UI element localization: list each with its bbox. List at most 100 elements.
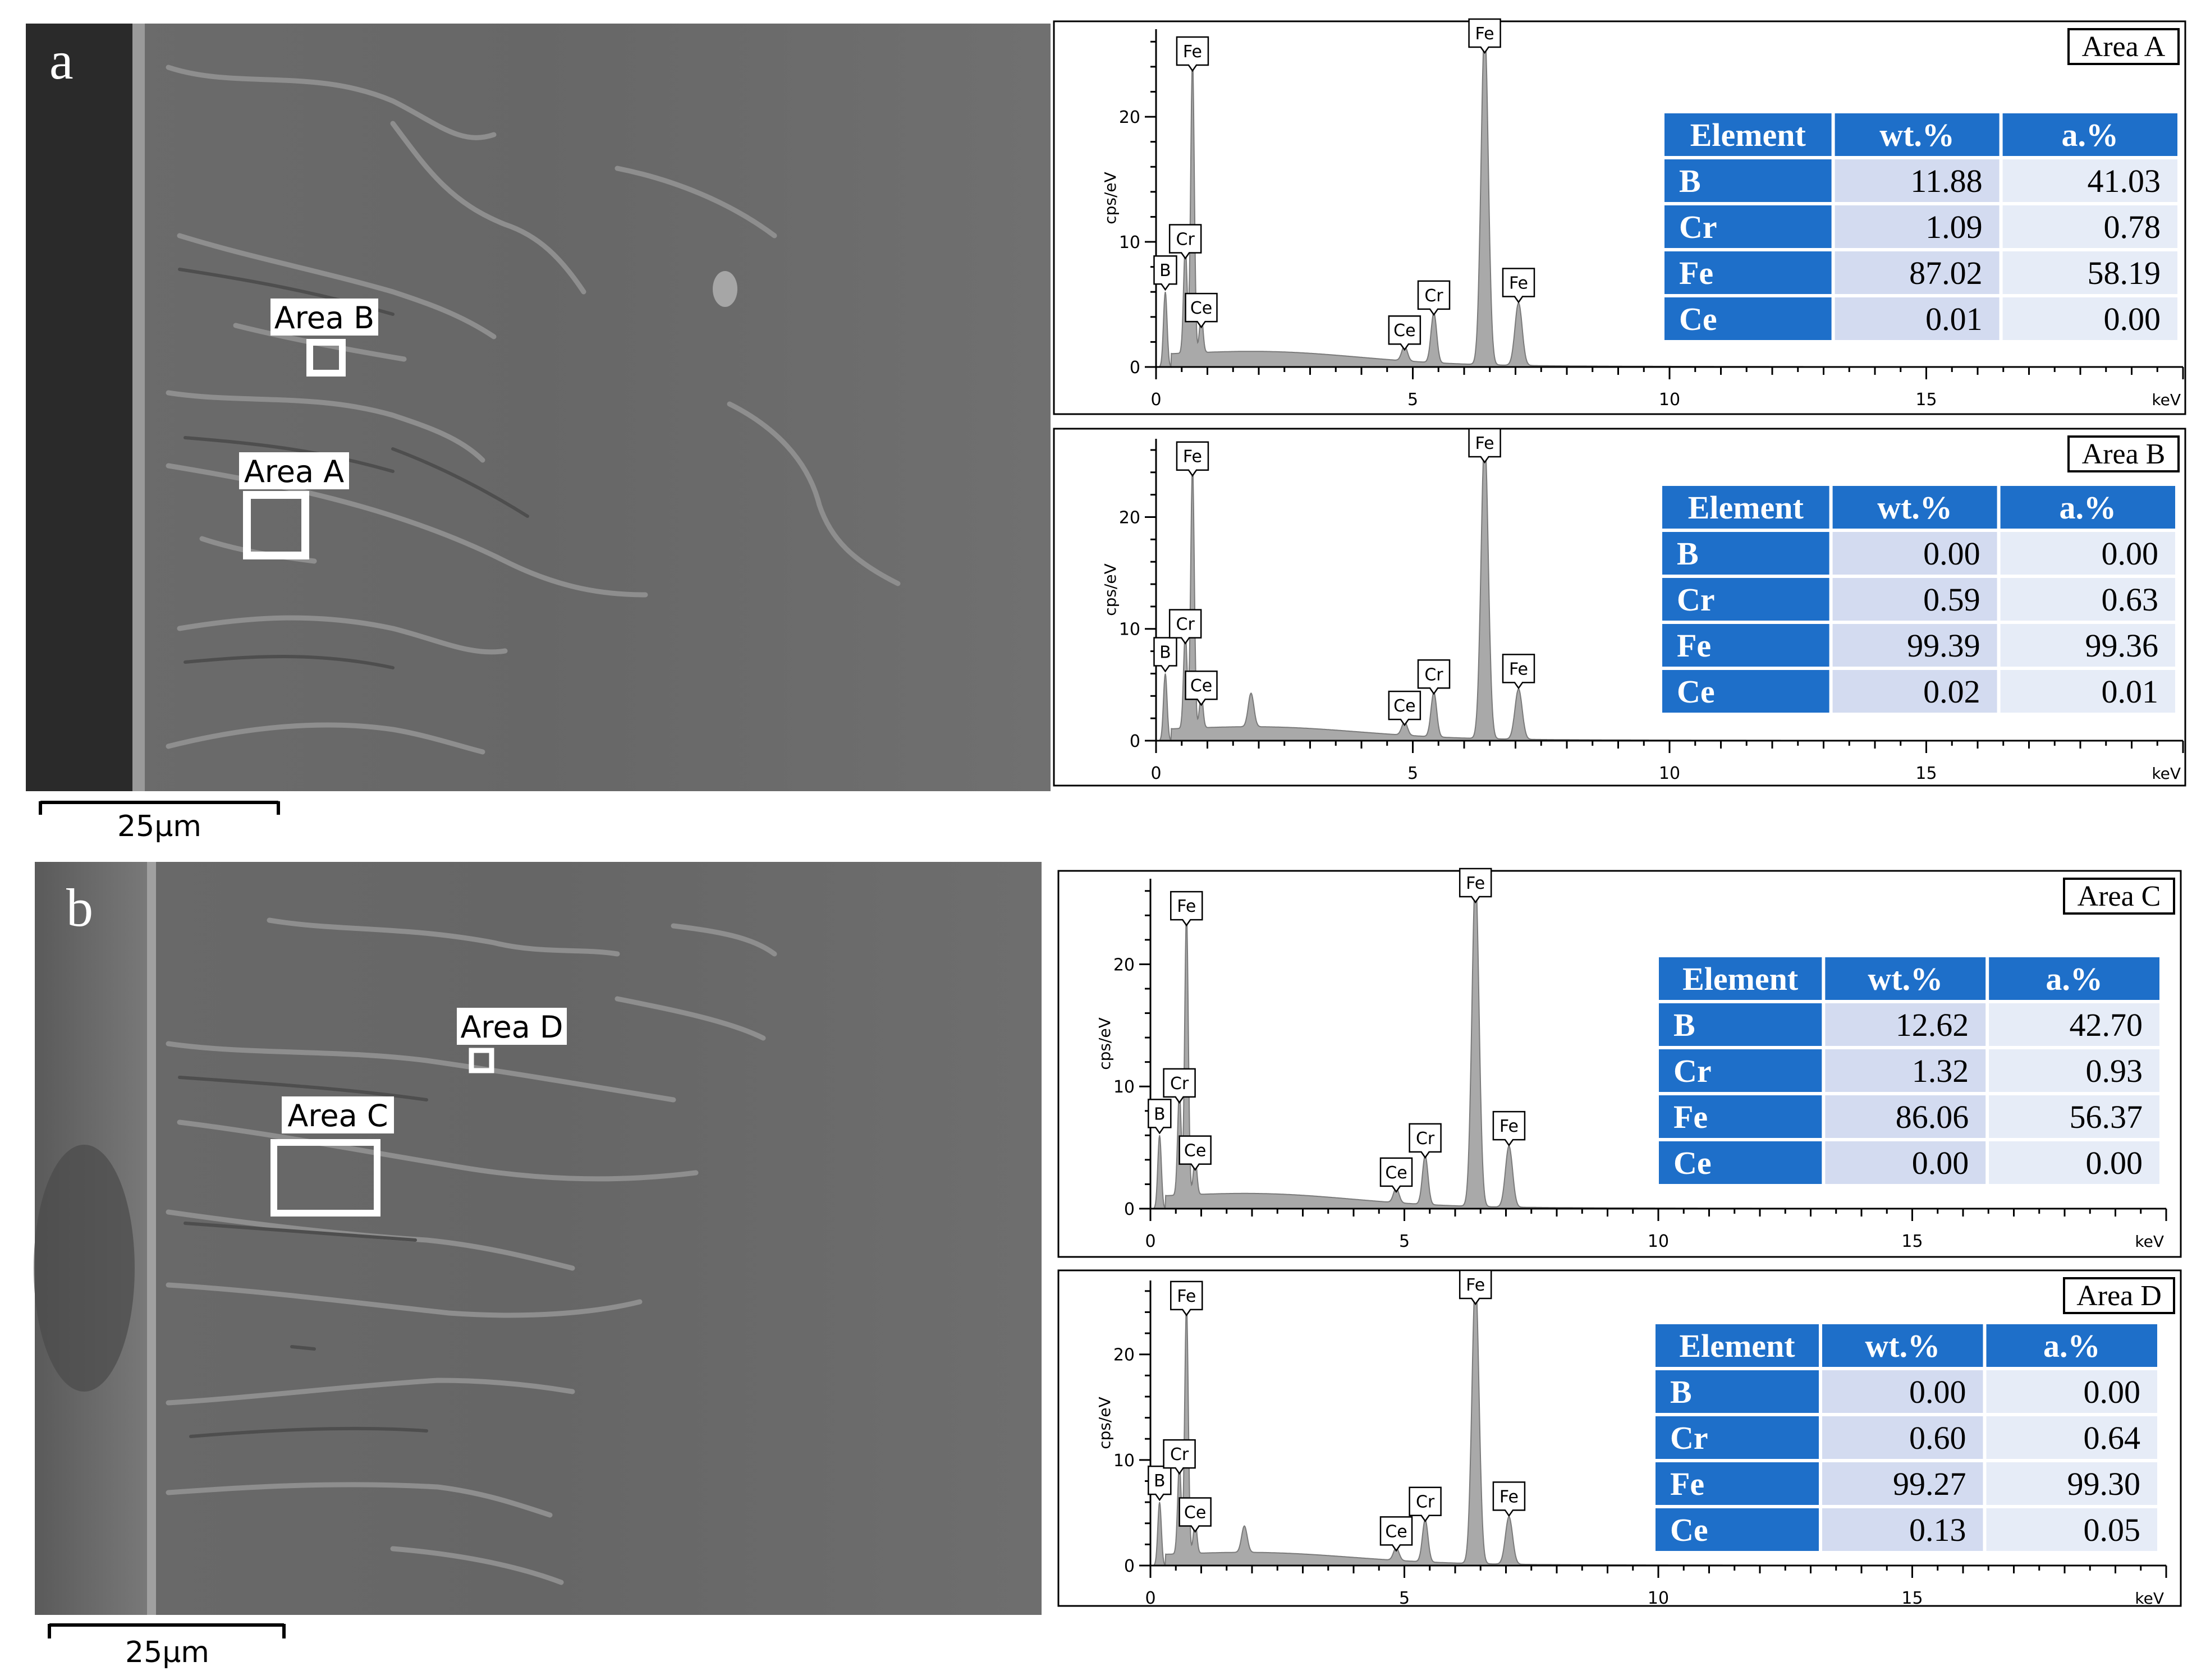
table-header-text: a.% xyxy=(2062,117,2119,153)
eds-panel-4: 0 5 10 15 keV01020cps/eVBCrCeFeCeCrFeFeArea … xyxy=(1057,1269,2182,1608)
peak-callout-box xyxy=(1409,1123,1442,1159)
peak-callout-box xyxy=(1409,1486,1442,1522)
table-cell-text: 0.93 xyxy=(2086,1053,2143,1089)
table-cell-text: 0.13 xyxy=(1909,1512,1966,1548)
x-tick-label: 10 xyxy=(1659,390,1680,410)
x-axis-label: keV xyxy=(2135,1232,2164,1251)
table-header-text: Element xyxy=(1679,1328,1795,1364)
x-tick-label: 10 xyxy=(1659,764,1680,783)
peak-label-ce: Ce xyxy=(1190,299,1212,318)
area-title: Area B xyxy=(2082,438,2166,470)
table-cell xyxy=(1835,297,2000,340)
peak-label-ce: Ce xyxy=(1184,1141,1206,1161)
table-cell-text: 41.03 xyxy=(2088,163,2161,199)
sem-bright-rim-a xyxy=(132,24,145,791)
table-cell xyxy=(1989,1141,2159,1184)
peak-callout-box xyxy=(1379,1157,1413,1194)
peak-callout-box xyxy=(1178,1135,1212,1171)
peak-label-ce: Ce xyxy=(1184,1503,1206,1523)
peak-callout-box xyxy=(1170,1280,1203,1317)
peak-label-fe: Fe xyxy=(1499,1487,1519,1507)
table-cell-text: Cr xyxy=(1670,1420,1708,1456)
y-tick-label: 10 xyxy=(1113,1077,1135,1097)
table-header-text: Element xyxy=(1690,117,1806,153)
table-cell xyxy=(1664,251,1832,294)
table-cell xyxy=(1825,1049,1986,1092)
area-title-box xyxy=(2067,435,2180,472)
peak-label-fe: Fe xyxy=(1466,874,1485,893)
peak-label-cr: Cr xyxy=(1170,1445,1189,1465)
table-cell xyxy=(1832,578,1997,621)
area-a-label-box xyxy=(239,452,349,489)
table-header-cell xyxy=(1662,486,1829,529)
table-cell-text: 0.00 xyxy=(1909,1374,1966,1410)
y-tick-label: 0 xyxy=(1124,1200,1135,1219)
table-cell-text: Ce xyxy=(1679,301,1717,337)
peak-callout-box xyxy=(1502,268,1535,304)
x-tick-label: 0 xyxy=(1145,1589,1155,1608)
area-c-label: Area C xyxy=(287,1098,388,1133)
peak-callout-box xyxy=(1502,654,1535,690)
panel-label-b: b xyxy=(66,878,93,938)
area-d-marker xyxy=(469,1048,494,1073)
table-cell-text: B xyxy=(1677,535,1699,572)
table-cell-text: 58.19 xyxy=(2088,255,2161,291)
x-tick-label: 0 xyxy=(1150,764,1161,783)
table-cell-text: Fe xyxy=(1673,1099,1708,1135)
y-axis-label: cps/eV xyxy=(1095,1017,1114,1070)
sem-dark-texture-b xyxy=(178,1076,428,1438)
table-cell-text: 12.62 xyxy=(1896,1007,1969,1043)
table-cell xyxy=(1656,1508,1819,1551)
x-axis-label: keV xyxy=(2152,391,2181,409)
area-title-box xyxy=(2067,28,2180,65)
table-header-text: wt.% xyxy=(1877,489,1952,526)
table-header-cell xyxy=(2000,486,2175,529)
sem-shadow-b xyxy=(34,1145,135,1392)
x-axis-label: keV xyxy=(2152,764,2181,783)
table-cell-text: 0.00 xyxy=(2084,1374,2141,1410)
peak-label-fe: Fe xyxy=(1475,24,1494,44)
table-cell-text: 0.63 xyxy=(2102,581,2159,618)
table-header-cell xyxy=(1986,1324,2157,1367)
table-cell-text: Cr xyxy=(1677,581,1715,618)
table-cell xyxy=(2002,159,2177,202)
y-tick-label: 20 xyxy=(1113,955,1135,975)
peak-callout-box xyxy=(1178,1497,1212,1533)
peak-callout-box xyxy=(1492,1481,1526,1517)
area-a-marker xyxy=(243,491,309,559)
area-title: Area D xyxy=(2076,1280,2162,1312)
table-cell xyxy=(2000,532,2175,575)
x-tick-label: 5 xyxy=(1407,764,1418,783)
peak-callout-box xyxy=(1459,1269,1492,1306)
x-tick-label: 15 xyxy=(1915,390,1937,410)
table-cell xyxy=(1832,532,1997,575)
table-cell xyxy=(1662,670,1829,713)
table-cell-text: 0.01 xyxy=(1925,301,1983,337)
table-cell xyxy=(1664,205,1832,248)
peak-callout-box xyxy=(1163,1068,1196,1104)
table-header-text: Element xyxy=(1688,489,1804,526)
table-cell xyxy=(1659,1095,1822,1138)
sem-dark-edge-a xyxy=(26,24,138,791)
table-header-cell xyxy=(1659,957,1822,1000)
y-tick-label: 10 xyxy=(1119,233,1140,253)
peak-callout-box xyxy=(1492,1110,1526,1147)
table-cell-text: B xyxy=(1673,1007,1695,1043)
peak-label-ce: Ce xyxy=(1385,1522,1407,1541)
area-title: Area A xyxy=(2082,31,2166,63)
table-cell xyxy=(1986,1462,2157,1505)
peak-label-fe: Fe xyxy=(1183,42,1202,62)
peak-label-cr: Cr xyxy=(1416,1129,1435,1149)
peak-label-cr: Cr xyxy=(1170,1074,1189,1094)
table-header-cell xyxy=(1656,1324,1819,1367)
peak-callout-box xyxy=(1176,441,1209,477)
table-header-cell xyxy=(1822,1324,1983,1367)
table-cell xyxy=(1989,1095,2159,1138)
area-d-label-box xyxy=(457,1008,567,1045)
table-cell-text: 99.39 xyxy=(1907,627,1980,664)
x-tick-label: 15 xyxy=(1901,1589,1923,1608)
table-cell xyxy=(1659,1049,1822,1092)
table-cell-text: Cr xyxy=(1673,1053,1712,1089)
table-header-cell xyxy=(1989,957,2159,1000)
